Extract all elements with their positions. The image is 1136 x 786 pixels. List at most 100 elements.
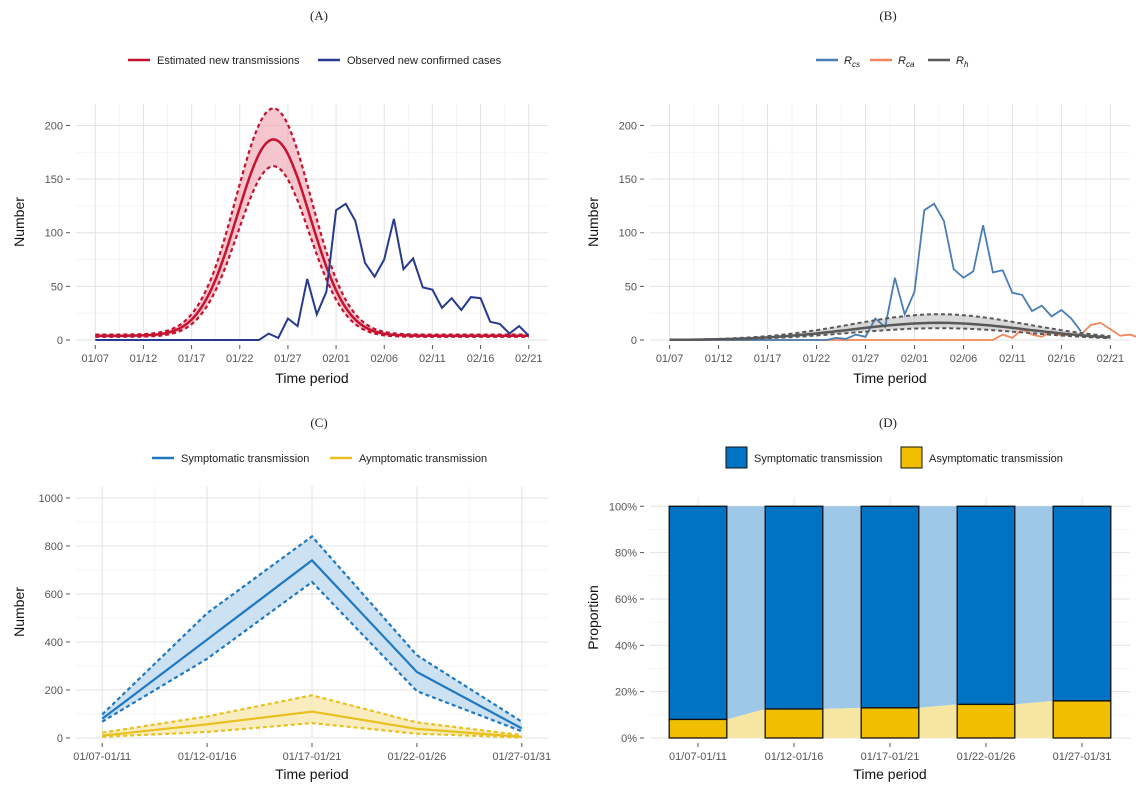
bar-asymptomatic — [668, 718, 728, 739]
asymptomatic-lower-bound — [102, 721, 522, 739]
legend-label-observed: Observed new confirmed cases — [347, 55, 502, 67]
x-tick-label: 02/21 — [1097, 353, 1125, 365]
y-tick-label: 200 — [45, 120, 63, 132]
bar-symptomatic — [668, 505, 728, 721]
bar-asymptomatic — [764, 708, 824, 739]
x-tick-label: 01/12-01/16 — [178, 751, 237, 763]
legend-label-asymptomatic: Aymptomatic transmission — [359, 453, 487, 465]
legend-label-rca: Rca — [898, 55, 915, 69]
bar-symptomatic — [764, 505, 824, 710]
x-axis-title: Time period — [853, 766, 926, 782]
legend-label-symptomatic: Symptomatic transmission — [181, 453, 309, 465]
x-tick-label: 01/12 — [130, 353, 158, 365]
x-tick-label: 01/17-01/21 — [283, 751, 342, 763]
y-tick-label: 200 — [619, 120, 637, 132]
y-tick-label: 50 — [625, 281, 637, 293]
panel-c: Symptomatic transmission Aymptomatic tran… — [11, 415, 551, 782]
legend-b: Rcs Rca Rh — [816, 55, 969, 69]
x-tick-label: 02/06 — [370, 353, 398, 365]
legend-label-rh: Rh — [956, 55, 969, 69]
bar-asymptomatic — [1052, 700, 1112, 739]
x-tick-label: 02/16 — [1048, 353, 1076, 365]
y-tick-label: 40% — [615, 640, 637, 652]
y-tick-label: 800 — [45, 541, 63, 553]
y-tick-label: 100 — [619, 228, 637, 240]
y-tick-label: 1000 — [39, 493, 63, 505]
symptomatic-lower-bound — [101, 580, 523, 733]
y-tick-label: 80% — [615, 548, 637, 560]
x-tick-label: 01/27 — [852, 353, 880, 365]
legend-key-symptomatic — [725, 446, 748, 469]
panel-title: (C) — [310, 415, 327, 430]
x-tick-label: 02/01 — [322, 353, 350, 365]
x-tick-label: 01/17-01/21 — [861, 751, 920, 763]
x-tick-label: 01/17 — [178, 353, 206, 365]
x-tick-label: 01/17 — [754, 353, 782, 365]
x-tick-label: 02/11 — [999, 353, 1026, 365]
x-axis-title: Time period — [275, 766, 348, 782]
panel-title: (B) — [879, 8, 896, 23]
x-tick-label: 01/22 — [803, 353, 831, 365]
estimated-lower-bound — [95, 165, 529, 338]
legend-d: Symptomatic transmission Asymptomatic tra… — [725, 446, 1063, 469]
x-tick-label: 01/27-01/31 — [1053, 751, 1112, 763]
y-tick-label: 400 — [45, 637, 63, 649]
y-tick-label: 60% — [615, 594, 637, 606]
legend-c: Symptomatic transmission Aymptomatic tran… — [152, 453, 487, 465]
y-tick-label: 0 — [57, 733, 63, 745]
rcs-line — [669, 202, 1082, 341]
y-tick-label: 150 — [619, 174, 637, 186]
x-axis-title: Time period — [275, 370, 348, 386]
y-tick-label: 100 — [45, 228, 63, 240]
y-tick-label: 150 — [45, 174, 63, 186]
estimated-transmissions-line — [95, 138, 529, 337]
legend-label-main: R — [844, 55, 852, 67]
legend-label-symptomatic: Symptomatic transmission — [754, 453, 882, 465]
x-tick-label: 01/22-01/26 — [388, 751, 447, 763]
asymptomatic-upper-bound — [102, 694, 522, 737]
x-tick-label: 01/22-01/26 — [957, 751, 1016, 763]
bar-symptomatic — [1052, 505, 1112, 702]
rca-line — [669, 321, 1136, 341]
rh-line — [669, 321, 1111, 342]
y-tick-label: 0 — [631, 335, 637, 347]
legend-label-main: R — [956, 55, 964, 67]
legend-label-asymptomatic: Asymptomatic transmission — [929, 453, 1063, 465]
legend-label-sub: ca — [906, 60, 915, 69]
panel-a: Estimated new transmissions Observed new … — [11, 8, 548, 386]
legend-label-rcs: Rcs — [844, 55, 860, 69]
x-tick-label: 01/27 — [274, 353, 302, 365]
legend-label-sub: cs — [852, 60, 860, 69]
legend-label-estimated: Estimated new transmissions — [157, 55, 300, 67]
y-axis-title: Number — [585, 197, 601, 247]
panel-d: Symptomatic transmission Asymptomatic tra… — [585, 415, 1130, 782]
legend-key-asymptomatic — [900, 446, 923, 469]
x-tick-label: 01/22 — [226, 353, 254, 365]
asymptomatic-transmission-line — [102, 710, 522, 738]
y-tick-label: 20% — [615, 687, 637, 699]
x-tick-label: 02/01 — [901, 353, 929, 365]
y-tick-label: 50 — [51, 281, 63, 293]
x-axis-title: Time period — [853, 370, 926, 386]
x-tick-label: 02/21 — [515, 353, 543, 365]
x-tick-label: 01/12 — [705, 353, 733, 365]
panel-title: (A) — [310, 8, 328, 23]
panel-title: (D) — [879, 415, 897, 430]
observed-cases-line — [95, 202, 530, 341]
x-tick-label: 01/07-01/11 — [669, 751, 727, 763]
y-tick-label: 0 — [57, 335, 63, 347]
x-tick-label: 02/06 — [950, 353, 978, 365]
x-tick-label: 01/07 — [81, 353, 109, 365]
y-axis-title: Number — [11, 587, 27, 637]
symptomatic-ci-band — [102, 536, 522, 732]
bar-asymptomatic — [860, 707, 920, 739]
y-tick-label: 200 — [45, 685, 63, 697]
y-axis-title: Number — [11, 197, 27, 247]
bar-symptomatic — [956, 505, 1016, 706]
x-tick-label: 02/11 — [419, 353, 446, 365]
x-tick-label: 01/07-01/11 — [73, 751, 131, 763]
asymptomatic-ci-band — [102, 695, 522, 738]
x-tick-label: 01/07 — [656, 353, 684, 365]
